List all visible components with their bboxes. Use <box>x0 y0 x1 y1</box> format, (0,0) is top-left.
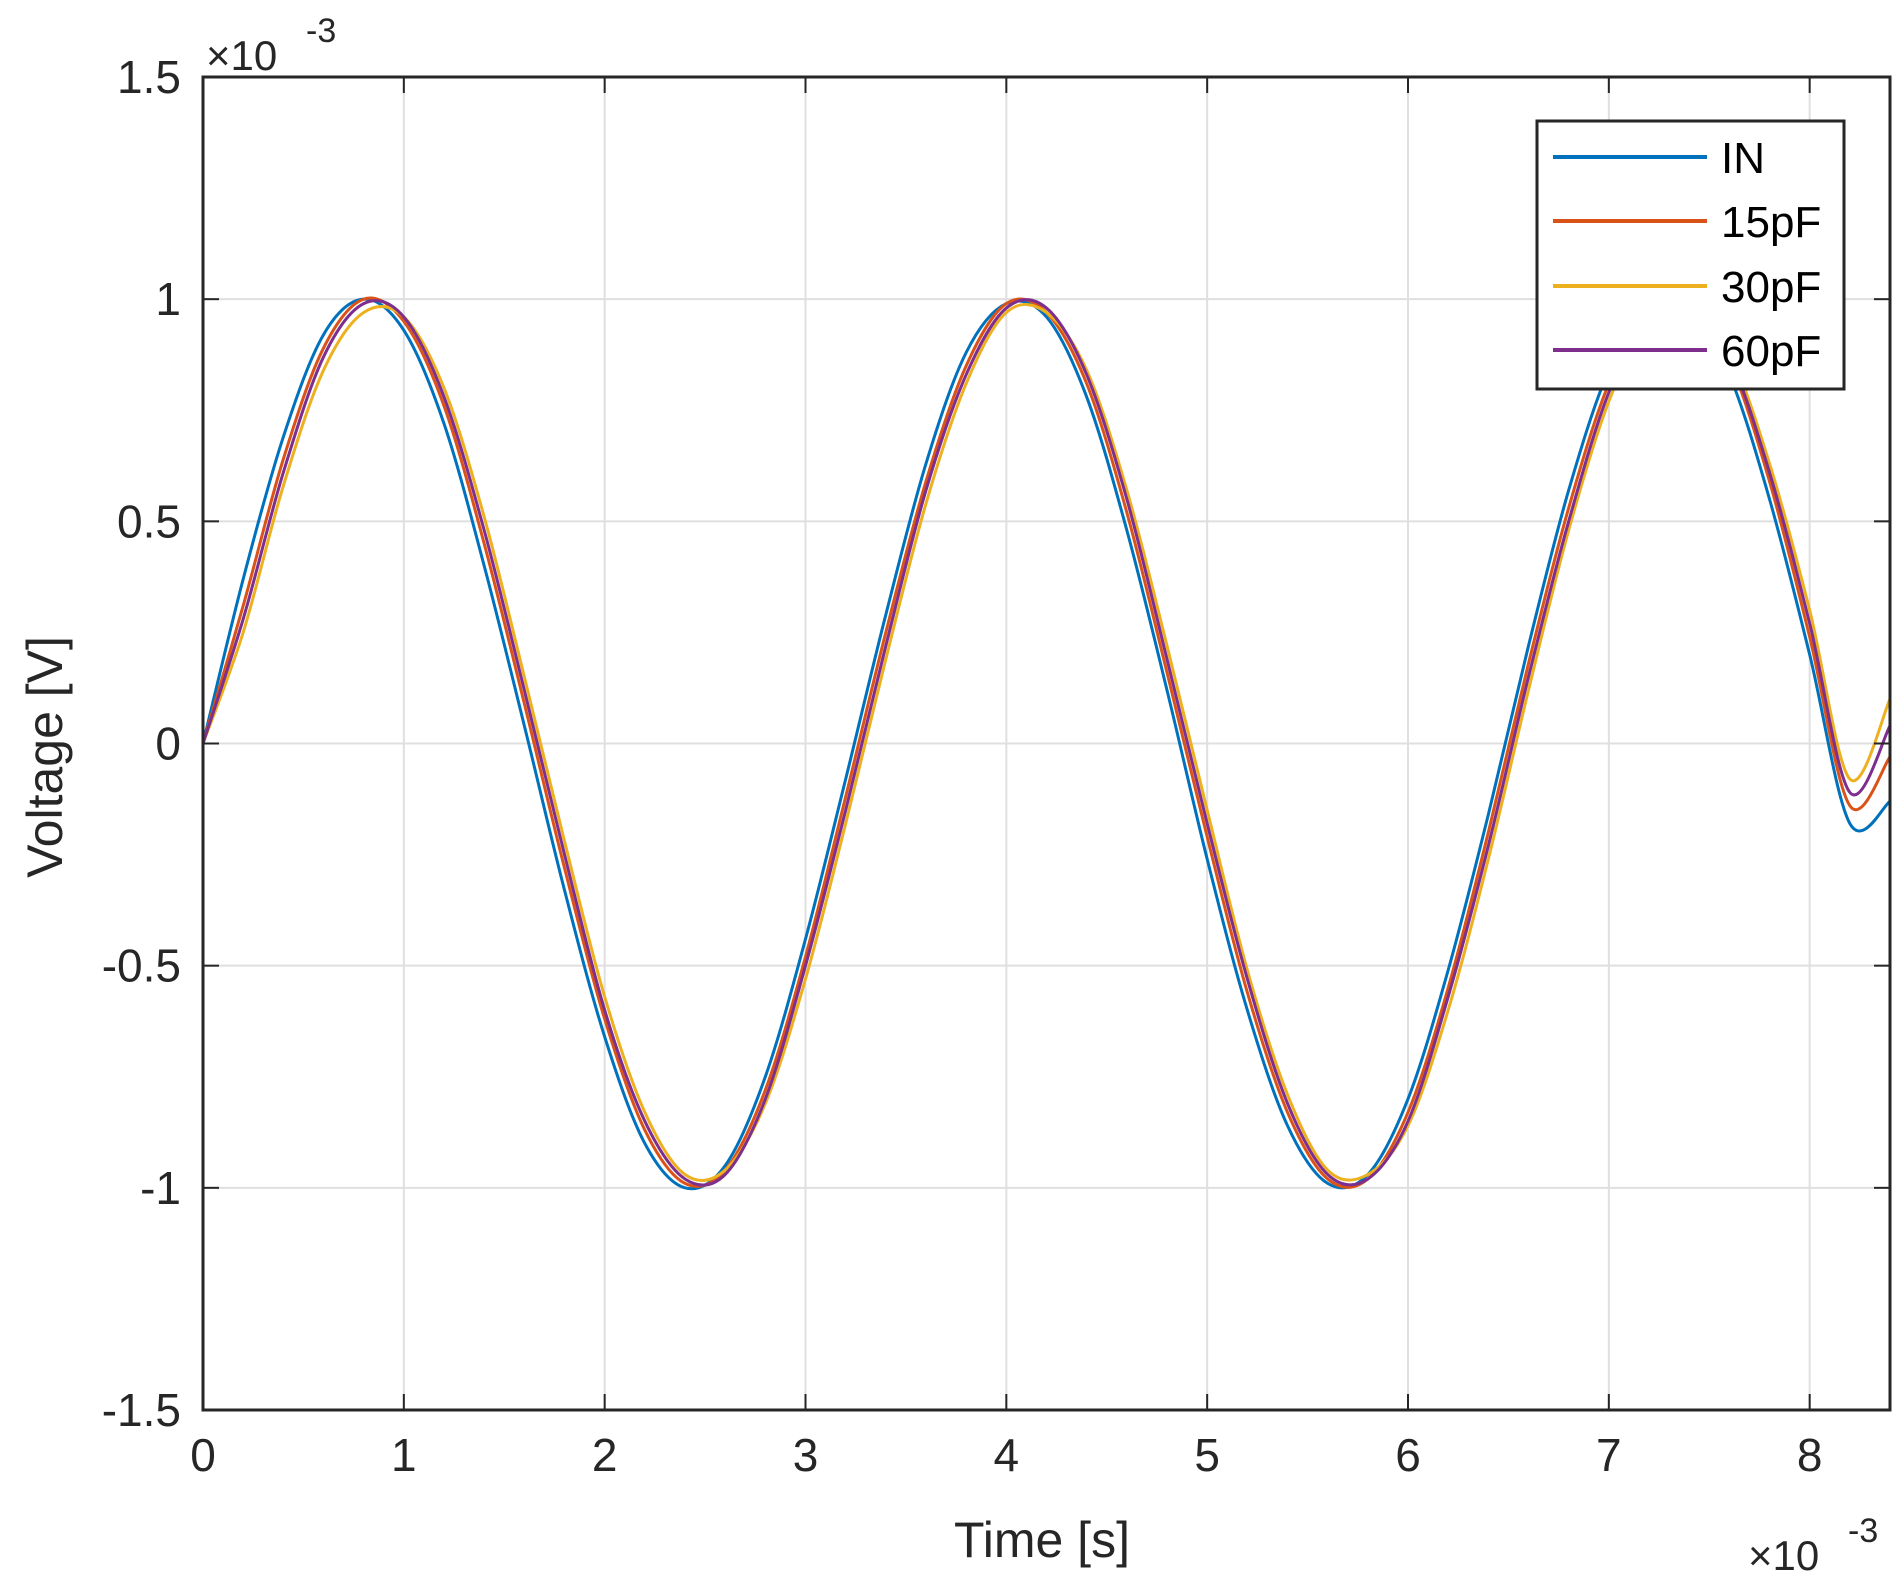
series-line-in <box>201 297 1891 1191</box>
series-layer <box>201 296 1892 1191</box>
y-exponent-power: -3 <box>306 12 336 50</box>
y-tick-label: 0 <box>155 718 181 770</box>
x-exponent: ×10 -3 <box>1748 1512 1878 1579</box>
legend-item-15pf: 15pF <box>1553 198 1821 247</box>
legend-item-in: IN <box>1553 134 1765 183</box>
x-tick-label: 5 <box>1194 1429 1220 1481</box>
y-axis-label: Voltage [V] <box>17 636 73 878</box>
series-line-60pf <box>201 298 1892 1187</box>
legend-label-60pf: 60pF <box>1721 327 1821 376</box>
y-tick-label: 0.5 <box>117 495 181 547</box>
axes-layer <box>201 75 1892 1412</box>
x-tick-label: 1 <box>391 1429 417 1481</box>
series-line-30pf <box>201 302 1892 1182</box>
x-exponent-power: -3 <box>1848 1512 1878 1550</box>
y-tick-label: 1.5 <box>117 51 181 103</box>
y-tick-label: -1 <box>140 1162 181 1214</box>
x-tick-label: 7 <box>1596 1429 1622 1481</box>
y-tick-label: -1.5 <box>102 1384 181 1436</box>
legend-item-30pf: 30pF <box>1553 263 1821 312</box>
y-exponent: ×10 -3 <box>206 12 336 79</box>
legend-box <box>1535 119 1846 391</box>
series-line-15pf <box>201 296 1892 1189</box>
x-tick-label: 6 <box>1395 1429 1421 1481</box>
x-tick-label: 2 <box>592 1429 618 1481</box>
x-tick-label: 4 <box>994 1429 1020 1481</box>
ticks-layer: 0 1 2 3 4 5 6 7 8 -1.5 -1 -0.5 0 0.5 1 1.5 <box>102 51 1823 1481</box>
x-tick-label: 3 <box>793 1429 819 1481</box>
legend-label-15pf: 15pF <box>1721 198 1821 247</box>
y-exponent-base: ×10 <box>206 32 277 79</box>
x-exponent-base: ×10 <box>1748 1532 1819 1579</box>
y-tick-label: 1 <box>155 273 181 325</box>
legend-label-30pf: 30pF <box>1721 263 1821 312</box>
x-tick-label: 8 <box>1797 1429 1823 1481</box>
legend: IN 15pF 30pF 60pF <box>1535 119 1846 391</box>
y-tick-label: -0.5 <box>102 940 181 992</box>
x-tick-label: 0 <box>190 1429 216 1481</box>
x-axis-label: Time [s] <box>954 1512 1130 1568</box>
legend-item-60pf: 60pF <box>1553 327 1821 376</box>
legend-label-in: IN <box>1721 134 1765 183</box>
